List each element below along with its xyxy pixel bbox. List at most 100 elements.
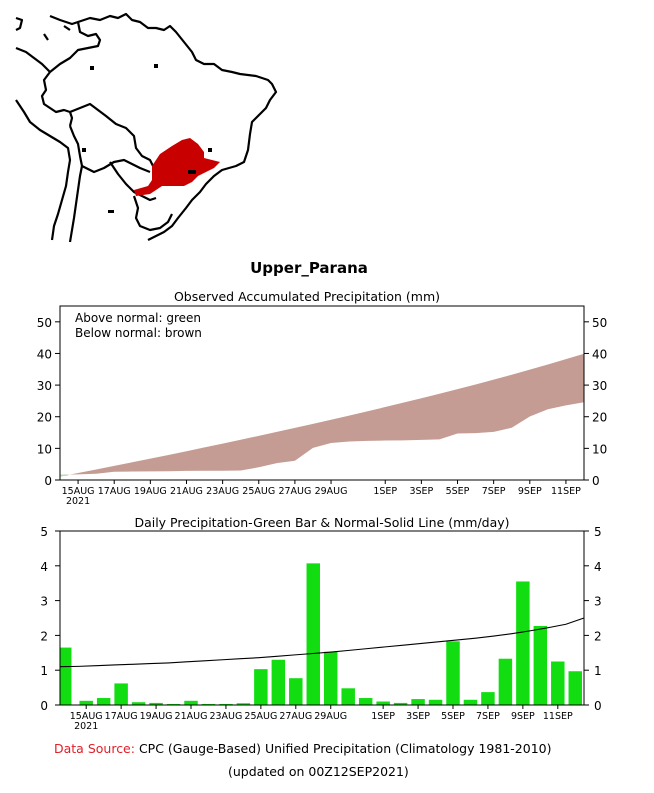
daily-precip-bar (79, 700, 93, 705)
map-dots (82, 64, 212, 213)
chart2-xtick-label: 15AUG (70, 711, 103, 722)
daily-precip-bar (271, 659, 286, 705)
daily-precip-bar (306, 563, 320, 705)
chart1-xtick-label: 9SEP (518, 486, 542, 497)
chart1-frame (59, 305, 585, 481)
updated-text: (updated on 00Z12SEP2021) (228, 764, 409, 779)
daily-precip-bar (516, 581, 530, 705)
chart1-ytick-label-left: 10 (37, 442, 52, 456)
chart2-xtick-label: 17AUG (105, 711, 138, 722)
daily-precip-bar (358, 698, 373, 705)
chart2-ytick-label-left: 5 (40, 525, 48, 539)
chart1-xtick-label: 17AUG (98, 486, 131, 497)
below-normal-area (60, 353, 584, 477)
daily-precip-bar (324, 651, 338, 705)
chart1-ytick-label-left: 30 (37, 379, 52, 393)
chart1-annotation: Above normal: green (75, 311, 201, 325)
daily-precip-bar (498, 658, 513, 705)
chart2-ytick-label-right: 2 (594, 629, 602, 643)
daily-precip-bar (254, 669, 268, 705)
daily-precip-bar (60, 647, 72, 705)
chart2-xtick-label: 1SEP (371, 711, 395, 722)
charts-canvas: Observed Accumulated Precipitation (mm) 0… (37, 289, 608, 732)
chart2-xtick-label: 23AUG (209, 711, 242, 722)
chart2-ytick-label-right: 1 (594, 664, 602, 678)
daily-precip-bar (166, 703, 181, 705)
chart2-year-label: 2021 (74, 721, 98, 732)
chart1-ytick-label-right: 50 (592, 316, 607, 330)
daily-precip-bar (376, 701, 390, 705)
daily-precip-bar (428, 699, 443, 705)
chart2-xtick-label: 27AUG (279, 711, 312, 722)
chart1-title: Observed Accumulated Precipitation (mm) (174, 289, 440, 304)
chart1-xtick-label: 3SEP (409, 486, 433, 497)
chart1-xtick-label: 23AUG (206, 486, 239, 497)
chart2-ytick-label-left: 1 (40, 664, 48, 678)
daily-precip-bar (481, 692, 495, 705)
chart2-title: Daily Precipitation-Green Bar & Normal-S… (134, 515, 509, 530)
daily-precip-bar (131, 702, 146, 705)
chart2-xtick-label: 11SEP (543, 711, 573, 722)
daily-precip-bar (289, 678, 303, 705)
chart1-ytick-label-left: 50 (37, 316, 52, 330)
chart2-frame (59, 530, 585, 706)
daily-precip-bar (219, 703, 233, 705)
daily-precip-bar (393, 702, 408, 705)
normal-line (59, 617, 585, 668)
chart2-xtick-label: 21AUG (175, 711, 208, 722)
chart1-ytick-label-right: 30 (592, 379, 607, 393)
chart2-ytick-label-right: 5 (594, 525, 602, 539)
daily-precip-bar (184, 700, 198, 705)
chart1-xtick-label: 7SEP (482, 486, 506, 497)
chart2-ytick-label-left: 3 (40, 595, 48, 609)
chart2-xtick-label: 29AUG (314, 711, 347, 722)
daily-precip-bar (341, 688, 355, 705)
chart1-xtick-label: 25AUG (242, 486, 275, 497)
chart2-xtick-label: 19AUG (140, 711, 173, 722)
chart2-ytick-label-left: 2 (40, 629, 48, 643)
chart1-ytick-label-right: 40 (592, 347, 607, 361)
chart2-xtick-label: 7SEP (476, 711, 500, 722)
chart2-ytick-label-left: 0 (40, 699, 48, 713)
chart2-xtick-label: 25AUG (244, 711, 277, 722)
chart2-ytick-label-right: 4 (594, 560, 602, 574)
daily-precip-bar (236, 703, 251, 705)
data-source-line: Data Source: CPC (Gauge-Based) Unified P… (54, 741, 551, 756)
chart1-xtick-label: 19AUG (134, 486, 167, 497)
chart1-ytick-label-left: 20 (37, 411, 52, 425)
daily-precip-bar (568, 671, 582, 705)
daily-precip-bar (446, 641, 460, 705)
chart1-xtick-label: 27AUG (278, 486, 311, 497)
daily-precip-bar (533, 626, 548, 705)
data-source-label: Data Source: (54, 741, 135, 756)
chart1-ytick-label-left: 0 (44, 474, 52, 488)
daily-precip-bar (463, 699, 478, 705)
chart2-ytick-label-left: 4 (40, 560, 48, 574)
chart2-xtick-label: 9SEP (511, 711, 535, 722)
chart1-ytick-label-right: 0 (592, 474, 600, 488)
chart2-ytick-label-right: 0 (594, 699, 602, 713)
chart1-ytick-label-right: 20 (592, 411, 607, 425)
daily-precip-bar (149, 702, 163, 705)
chart1-xtick-label: 5SEP (446, 486, 470, 497)
daily-precip-bar (411, 699, 425, 705)
chart2-xtick-label: 5SEP (441, 711, 465, 722)
daily-precip-bar (551, 661, 565, 705)
chart1-xtick-label: 29AUG (315, 486, 348, 497)
chart2-xtick-label: 3SEP (406, 711, 430, 722)
chart1-year-label: 2021 (66, 496, 90, 507)
chart1-xtick-label: 15AUG (62, 486, 95, 497)
chart1-xtick-label: 11SEP (551, 486, 581, 497)
above-normal-area (60, 474, 68, 477)
chart1-ytick-label-left: 40 (37, 347, 52, 361)
data-source-text: CPC (Gauge-Based) Unified Precipitation … (138, 741, 552, 756)
country-borders (15, 12, 278, 243)
daily-precip-bar (201, 703, 216, 705)
daily-precip-bar (114, 683, 128, 705)
daily-precip-bar (96, 698, 111, 705)
upper-parana-basin (134, 138, 220, 196)
chart2-ytick-label-right: 3 (594, 595, 602, 609)
region-title: Upper_Parana (250, 259, 368, 277)
chart1-xtick-label: 21AUG (170, 486, 203, 497)
chart1-ytick-label-right: 10 (592, 442, 607, 456)
